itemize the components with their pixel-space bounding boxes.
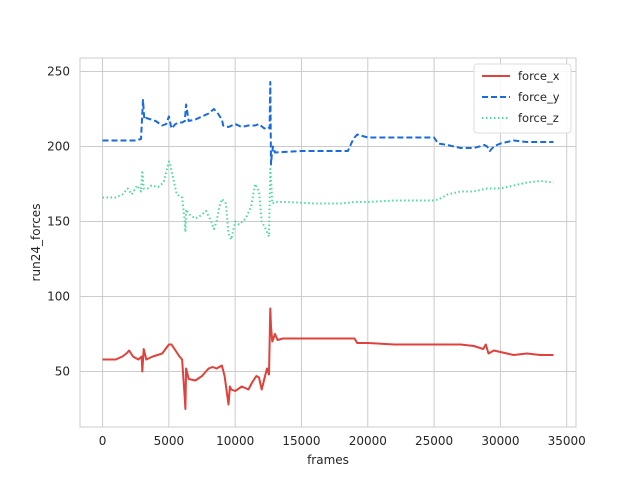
y-tick-label: 100 xyxy=(47,290,70,304)
x-tick-label: 0 xyxy=(99,434,107,448)
y-tick-label: 50 xyxy=(55,365,70,379)
legend-box xyxy=(473,63,572,134)
x-tick-label: 20000 xyxy=(349,434,387,448)
plot-frame xyxy=(79,57,577,428)
x-tick-label: 30000 xyxy=(481,434,519,448)
y-axis-label: run24_forces xyxy=(29,204,43,282)
y-tick-label: 250 xyxy=(47,65,70,79)
x-axis-ticks: 0 5000 10000 15000 20000 25000 30000 35000 xyxy=(99,434,586,448)
legend: force_x force_y force_z xyxy=(473,63,572,134)
y-tick-label: 200 xyxy=(47,140,70,154)
legend-label-force-y: force_y xyxy=(518,90,560,104)
legend-label-force-z: force_z xyxy=(518,111,559,125)
plot-border xyxy=(79,57,577,428)
x-tick-label: 15000 xyxy=(282,434,320,448)
x-tick-label: 10000 xyxy=(216,434,254,448)
series-lines xyxy=(102,81,554,410)
x-axis-label: frames xyxy=(307,453,349,467)
y-tick-label: 150 xyxy=(47,215,70,229)
x-tick-label: 5000 xyxy=(154,434,185,448)
x-tick-label: 25000 xyxy=(415,434,453,448)
series-line-force-z xyxy=(102,160,554,241)
series-line-force-y xyxy=(102,81,554,166)
series-line-force-x xyxy=(102,307,554,410)
legend-label-force-x: force_x xyxy=(518,69,560,83)
x-tick-label: 35000 xyxy=(548,434,586,448)
y-axis-ticks: 50 100 150 200 250 xyxy=(47,65,70,379)
